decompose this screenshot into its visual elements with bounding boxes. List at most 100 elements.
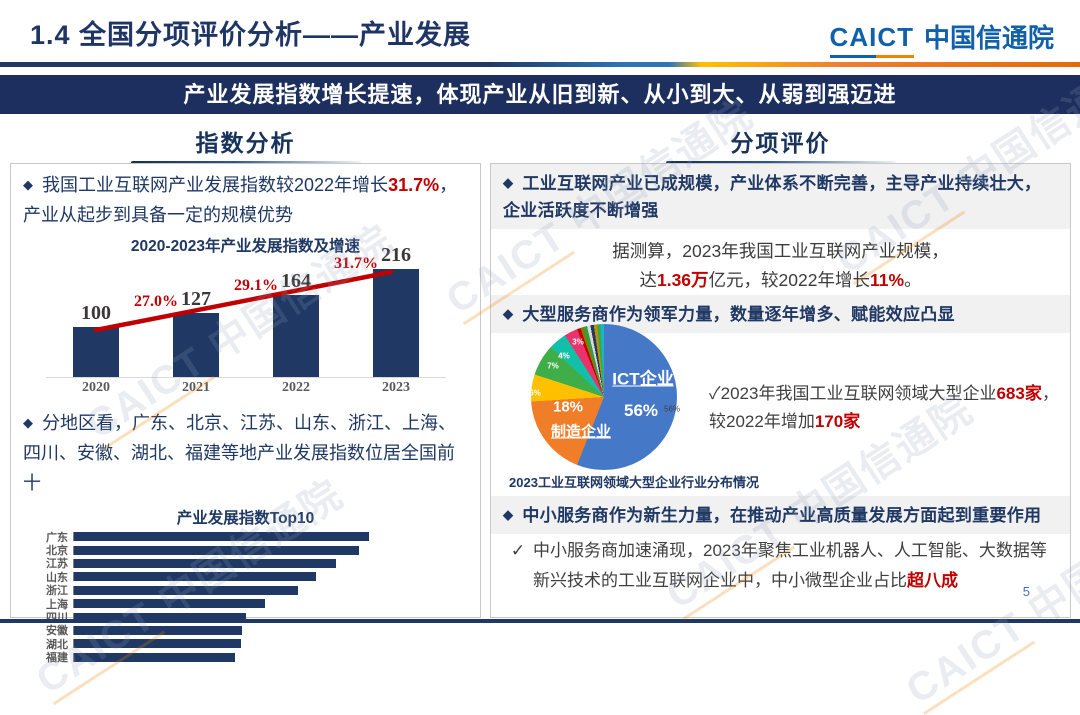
x-axis-label: 2021 xyxy=(182,380,210,395)
bar-2020 xyxy=(73,327,119,377)
hbar-track xyxy=(73,585,470,595)
slide-bottom-bar xyxy=(0,619,1080,623)
stat-text: ，较2022年增加 xyxy=(709,384,1059,431)
diamond-bullet-icon: ◆ xyxy=(23,415,33,430)
bullet-text: ，产业从起步到具备一定的规模优势 xyxy=(23,175,458,225)
hbar-row: 江苏 xyxy=(23,557,470,570)
hbar-row: 福建 xyxy=(23,651,470,664)
section-title-text: 分项评价 xyxy=(730,130,831,156)
pie-label: 18% xyxy=(552,398,584,416)
hbar-row: 北京 xyxy=(23,543,470,558)
hbar-track xyxy=(73,545,470,555)
page-title: 1.4 全国分项评价分析——产业发展 xyxy=(30,20,472,50)
hbar-row: 安徽 xyxy=(23,624,470,637)
hbar-row: 山东 xyxy=(23,570,470,584)
stat-highlight: 超八成 xyxy=(907,571,958,590)
province-label: 上海 xyxy=(46,598,68,611)
hbar-上海 xyxy=(74,599,265,609)
province-label: 江苏 xyxy=(46,558,68,571)
paragraph-highlight: 11% xyxy=(869,270,905,290)
top10-hbar-chart: 广东北京江苏山东浙江上海四川安徽湖北福建 xyxy=(23,530,470,664)
index-bar-chart: 100 127 164 216 27.0% 29.1% 31.7% xyxy=(46,244,446,378)
hbar-row: 广东 xyxy=(23,530,470,544)
industry-pie-chart: ICT企业 56% 56% 18% 制造企业 6% 7% 4% 3% xyxy=(529,324,681,470)
bullet-text: 我国工业互联网产业发展指数较2022年增长 xyxy=(42,175,389,195)
bar-value-label: 216 xyxy=(381,244,411,266)
band-text: 中小服务商作为新生力量，在推动产业高质量发展方面起到重要作用 xyxy=(522,506,1042,525)
hbar-北京 xyxy=(74,545,359,555)
paragraph-text: 达 xyxy=(639,270,657,290)
bullet-highlight: 31.7% xyxy=(388,175,440,195)
industry-scale-paragraph: 据测算，2023年我国工业互联网产业规模， 达1.36万亿元，较2022年增长1… xyxy=(491,237,1070,295)
sme-stat: ✓ 中小服务商加速涌现，2023年聚焦工业机器人、人工智能、大数据等新兴技术的工… xyxy=(503,536,1061,596)
header-band-large-providers: ◆ 大型服务商作为领军力量，数量逐年增多、赋能效应凸显 xyxy=(491,295,1070,333)
pie-label: 56% xyxy=(623,401,659,420)
hbar-track xyxy=(73,652,470,662)
diamond-bullet-icon: ◆ xyxy=(503,306,514,321)
hbar-山东 xyxy=(74,572,316,582)
hbar-track xyxy=(73,558,470,568)
pie-chart-caption: 2023工业互联网领域大型企业行业分布情况 xyxy=(509,475,759,490)
pie-label: 制造企业 xyxy=(550,423,612,441)
index-analysis-panel: ◆ 我国工业互联网产业发展指数较2022年增长31.7%，产业从起步到具备一定的… xyxy=(10,163,481,664)
diamond-bullet-icon: ◆ xyxy=(23,177,33,192)
header-band-scale: ◆ 工业互联网产业已成规模，产业体系不断完善，主导产业持续壮大，企业活跃度不断增… xyxy=(491,164,1070,229)
diamond-bullet-icon: ◆ xyxy=(503,175,514,190)
x-axis-label: 2022 xyxy=(282,380,310,395)
pie-label: 4% xyxy=(558,351,570,361)
hbar-chart-title: 产业发展指数Top10 xyxy=(176,510,315,527)
pie-label: 56% xyxy=(663,404,681,414)
stat-text: 2023年我国工业互联网领域大型企业 xyxy=(720,384,997,403)
hbar-广东 xyxy=(74,532,369,542)
hbar-track xyxy=(73,599,470,609)
pie-label: 3% xyxy=(572,337,584,347)
band-text: 工业互联网产业已成规模，产业体系不断完善，主导产业持续壮大，企业活跃度不断增强 xyxy=(503,174,1042,220)
stat-highlight: 170家 xyxy=(814,412,861,431)
bar-2021 xyxy=(173,313,219,377)
paragraph-text: 亿元，较2022年增长 xyxy=(708,270,870,290)
caict-logo: CAICT 中国信通院 xyxy=(829,18,1054,58)
x-axis-label: 2020 xyxy=(82,380,110,395)
bar-chart-x-axis: 2020 2021 2022 2023 xyxy=(46,378,446,396)
hbar-安徽 xyxy=(74,625,242,635)
section-title-index-analysis: 指数分析 xyxy=(10,124,481,165)
stat-text: 中小服务商加速涌现，2023年聚焦工业机器人、人工智能、大数据等新兴技术的工业互… xyxy=(533,536,1061,596)
large-enterprise-stat: ✓2023年我国工业互联网领域大型企业683家，较2022年增加170家 xyxy=(709,380,1061,436)
hbar-track xyxy=(73,625,470,635)
section-title-sub-evaluation: 分项评价 xyxy=(490,124,1071,165)
header-band-sme-providers: ◆ 中小服务商作为新生力量，在推动产业高质量发展方面起到重要作用 xyxy=(491,496,1070,534)
hbar-浙江 xyxy=(74,585,298,595)
diamond-bullet-icon: ◆ xyxy=(503,507,514,522)
hbar-track xyxy=(73,532,470,542)
stat-highlight: 683家 xyxy=(996,384,1042,403)
hbar-江苏 xyxy=(74,558,336,568)
province-label: 浙江 xyxy=(46,585,68,598)
hbar-track xyxy=(73,612,470,622)
bullet-top10-regions: ◆ 分地区看，广东、北京、江苏、山东、浙江、上海、四川、安徽、湖北、福建等地产业… xyxy=(11,402,480,498)
hbar-湖北 xyxy=(74,639,241,649)
page-number: 5 xyxy=(1022,584,1030,599)
x-axis-label: 2023 xyxy=(382,380,410,395)
province-label: 广东 xyxy=(46,531,68,544)
header-divider xyxy=(0,62,1080,67)
paragraph-line: 据测算，2023年我国工业互联网产业规模， xyxy=(612,241,949,261)
growth-rate-label: 29.1% xyxy=(234,277,278,295)
paragraph-line: 达1.36万亿元，较2022年增长11%。 xyxy=(491,266,1070,295)
hbar-track xyxy=(73,639,470,649)
province-label: 福建 xyxy=(46,652,68,665)
caict-logo-chinese: 中国信通院 xyxy=(923,23,1054,53)
hbar-row: 上海 xyxy=(23,597,470,611)
hbar-福建 xyxy=(74,652,235,662)
check-icon: ✓ xyxy=(709,384,721,403)
province-label: 北京 xyxy=(46,545,68,558)
pie-label: 7% xyxy=(547,361,559,371)
hbar-row: 浙江 xyxy=(23,584,470,597)
check-icon: ✓ xyxy=(510,541,526,560)
bullet-index-growth: ◆ 我国工业互联网产业发展指数较2022年增长31.7%，产业从起步到具备一定的… xyxy=(11,164,480,230)
paragraph-text: 。 xyxy=(904,270,922,290)
hbar-四川 xyxy=(74,612,246,622)
bar-2023 xyxy=(373,269,419,377)
hbar-row: 湖北 xyxy=(23,637,470,651)
stat-text: 中小服务商加速涌现，2023年聚焦工业机器人、人工智能、大数据等新兴技术的工业互… xyxy=(533,541,1047,590)
bar-chart-title: 2020-2023年产业发展指数及增速 xyxy=(130,238,361,255)
